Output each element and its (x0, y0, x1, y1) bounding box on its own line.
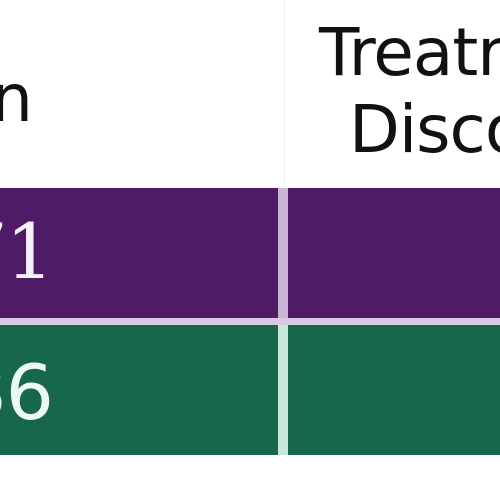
row-separator (0, 318, 500, 325)
header-right-label-line2: Disco (349, 91, 500, 168)
header-right-label-line1: Treatr (319, 14, 500, 91)
row-purple-divider (278, 188, 288, 318)
row-green-value: 36 (0, 348, 54, 437)
header-left-cell: n (0, 0, 280, 188)
table-bottom-space (0, 455, 500, 500)
header-divider (284, 0, 285, 188)
header-left-label: n (0, 60, 33, 137)
row-purple-value: 71 (0, 207, 54, 296)
table-row-green: 36 (0, 325, 500, 455)
table-row-purple: 71 (0, 188, 500, 318)
row-purple-left-cell: 71 (0, 188, 278, 318)
row-green-left-cell: 36 (0, 325, 278, 455)
header-right-cell: Treatr Disco (285, 0, 500, 188)
row-green-divider (278, 325, 288, 455)
row-green-right-cell (288, 325, 500, 455)
row-purple-right-cell (288, 188, 500, 318)
